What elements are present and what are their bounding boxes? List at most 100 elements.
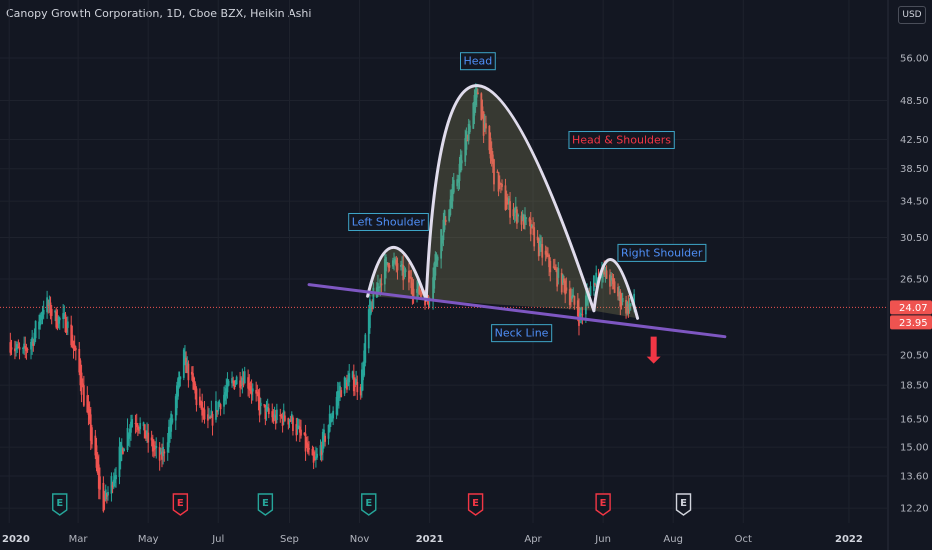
candle-body: [138, 427, 140, 431]
price-axis[interactable]: 12.20 13.60 15.00 16.50 18.50 20.50 26.50 30.50…: [890, 54, 932, 515]
candle-body: [203, 409, 206, 420]
candle-body: [147, 432, 150, 443]
earnings-marker-2[interactable]: E: [172, 493, 189, 516]
candle-body: [396, 263, 399, 271]
annotation-box: [617, 243, 707, 262]
candle-body: [335, 397, 338, 415]
candle-body: [282, 410, 285, 421]
candle-body: [39, 314, 42, 326]
candle-body: [436, 256, 439, 261]
candle-body: [219, 404, 222, 410]
candle-body: [159, 451, 162, 454]
candle-body: [97, 464, 100, 489]
candle-body: [46, 297, 48, 313]
y-tick-label: 18.50: [900, 381, 929, 392]
currency-button[interactable]: USD: [898, 6, 926, 24]
x-tick-label: Apr: [524, 534, 542, 545]
candle-body: [154, 447, 156, 449]
candle-body: [306, 444, 309, 453]
candle-body: [312, 452, 315, 463]
candle-body: [283, 415, 286, 421]
candle-body: [564, 280, 567, 295]
earnings-letter: E: [177, 498, 184, 509]
candle-body: [195, 388, 198, 406]
candle-body: [31, 337, 34, 346]
candle-body: [541, 244, 544, 258]
y-tick-label: 20.50: [900, 350, 929, 361]
candle-body: [460, 160, 463, 164]
candle-body: [200, 400, 202, 403]
candle-body: [628, 303, 631, 309]
candle-body: [115, 474, 117, 480]
annotation-right-shoulder: Right Shoulder: [617, 243, 707, 262]
candle-body: [113, 475, 116, 483]
candle-body: [47, 304, 50, 307]
candle-body: [458, 163, 461, 181]
candle-body: [536, 236, 539, 241]
candle-body: [136, 425, 139, 430]
candle-body: [102, 482, 105, 512]
candle-body: [24, 345, 27, 349]
candle-body: [617, 287, 619, 297]
candle-body: [501, 183, 503, 187]
candle-body: [457, 179, 460, 183]
candle-body: [273, 414, 276, 418]
grid-layer: [0, 0, 888, 523]
earnings-marker-7[interactable]: E: [675, 493, 692, 516]
candle-body: [308, 448, 310, 450]
candle-body: [190, 371, 193, 375]
candle-body: [367, 309, 370, 349]
earnings-marker-3[interactable]: E: [257, 493, 274, 516]
candle-body: [491, 154, 494, 164]
candle-body: [465, 131, 468, 150]
earnings-marker-4[interactable]: E: [361, 493, 377, 516]
candle-body: [239, 380, 241, 388]
time-axis[interactable]: 2020 Mar May Jul Sep Nov 2021 Apr Jun Aug Oct 2022: [2, 534, 863, 545]
candle-body: [134, 423, 137, 425]
candle-body: [26, 349, 29, 351]
candle-body: [153, 445, 155, 451]
candle-body: [146, 430, 148, 435]
candle-body: [580, 313, 583, 315]
y-tick-label: 42.50: [900, 135, 929, 146]
candle-body: [377, 283, 379, 293]
candle-body: [143, 424, 146, 439]
candle-body: [451, 183, 454, 202]
candle-body: [234, 383, 237, 385]
candle-body: [499, 183, 502, 185]
candle-body: [265, 407, 268, 412]
candle-body: [174, 396, 177, 421]
candle-body: [280, 415, 283, 417]
candle-body: [618, 291, 621, 293]
candle-body: [40, 315, 43, 320]
candle-body: [459, 154, 462, 173]
candle-body: [402, 264, 405, 281]
earnings-marker-1[interactable]: E: [52, 493, 68, 516]
candle-body: [327, 424, 330, 439]
y-tick-label: 12.20: [900, 504, 929, 515]
candle-body: [266, 407, 269, 410]
candle-body: [210, 410, 213, 418]
candle-body: [227, 380, 230, 386]
candle-body: [91, 427, 93, 445]
candle-body: [305, 442, 308, 446]
candle-body: [450, 195, 453, 208]
candle-body: [556, 269, 559, 287]
candle-body: [522, 216, 525, 229]
candle-body: [351, 371, 354, 378]
earnings-marker-6[interactable]: E: [595, 493, 611, 516]
earnings-marker-5[interactable]: E: [467, 493, 484, 516]
candle-body: [573, 296, 576, 305]
candle-body: [480, 93, 483, 121]
candle-body: [297, 425, 300, 428]
candle-body: [194, 383, 197, 394]
candle-body: [63, 313, 66, 317]
candle-body: [166, 442, 169, 453]
candle-body: [78, 348, 81, 373]
candle-body: [529, 219, 532, 235]
candle-body: [248, 382, 251, 390]
candle-body: [193, 377, 196, 390]
candle-body: [467, 123, 470, 141]
candle-body: [565, 287, 568, 291]
